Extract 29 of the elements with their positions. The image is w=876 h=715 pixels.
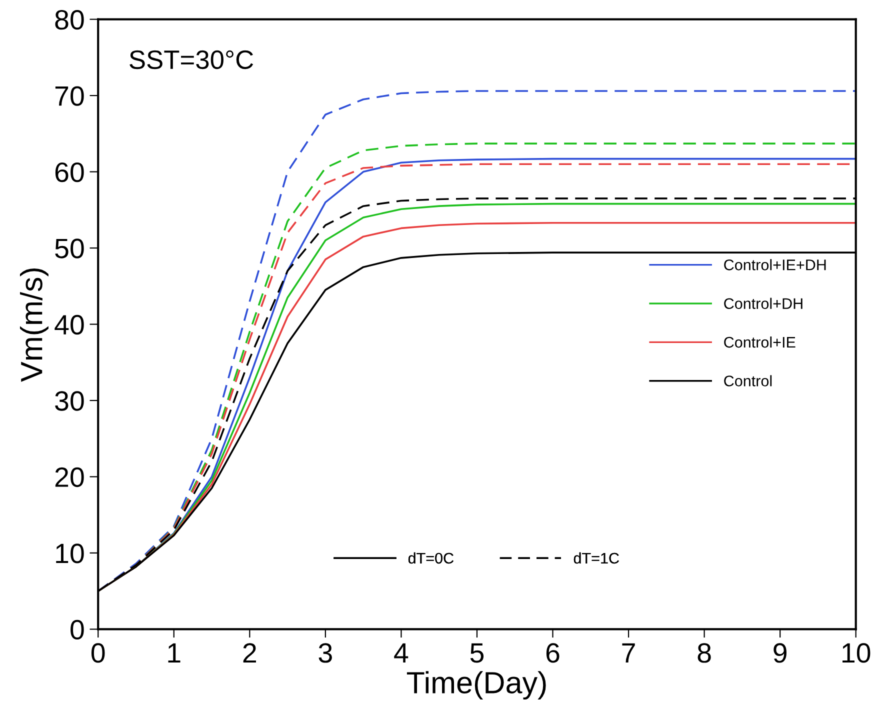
x-axis-title: Time(Day) (406, 671, 546, 700)
annotation: dT=0C (408, 552, 454, 564)
x-tick-label: 3 (318, 643, 332, 663)
y-tick-label: 20 (55, 467, 84, 488)
y-tick-label: 60 (55, 162, 84, 182)
x-tick-label: 7 (622, 643, 635, 663)
x-tick-label: 0 (91, 643, 105, 663)
x-tick-label: 8 (698, 643, 711, 663)
y-tick-label: 30 (55, 391, 84, 411)
x-tick-label: 1 (168, 643, 180, 663)
x-tick-label: 2 (243, 643, 256, 663)
legend-label: Control+DH (724, 298, 802, 310)
y-tick-label: 40 (54, 314, 84, 335)
x-tick-label: 6 (546, 643, 560, 663)
y-tick-label: 50 (55, 238, 84, 258)
annotation: SST=30°C (130, 50, 254, 70)
y-tick-label: 10 (56, 544, 84, 564)
y-tick-label: 0 (70, 620, 84, 640)
x-tick-label: 9 (774, 643, 786, 663)
y-tick-label: 70 (55, 86, 84, 106)
legend-label: Control+IE (724, 336, 796, 348)
y-axis-title: Vm(m/s) (20, 268, 48, 382)
annotation: dT=1C (574, 552, 619, 564)
legend-label: Control+IE+DH (724, 259, 826, 270)
x-tick-label: 10 (842, 643, 870, 663)
x-tick-label: 4 (394, 643, 408, 663)
legend-label: Control (724, 375, 772, 386)
y-tick-label: 80 (55, 10, 84, 30)
x-tick-label: 5 (470, 643, 484, 663)
